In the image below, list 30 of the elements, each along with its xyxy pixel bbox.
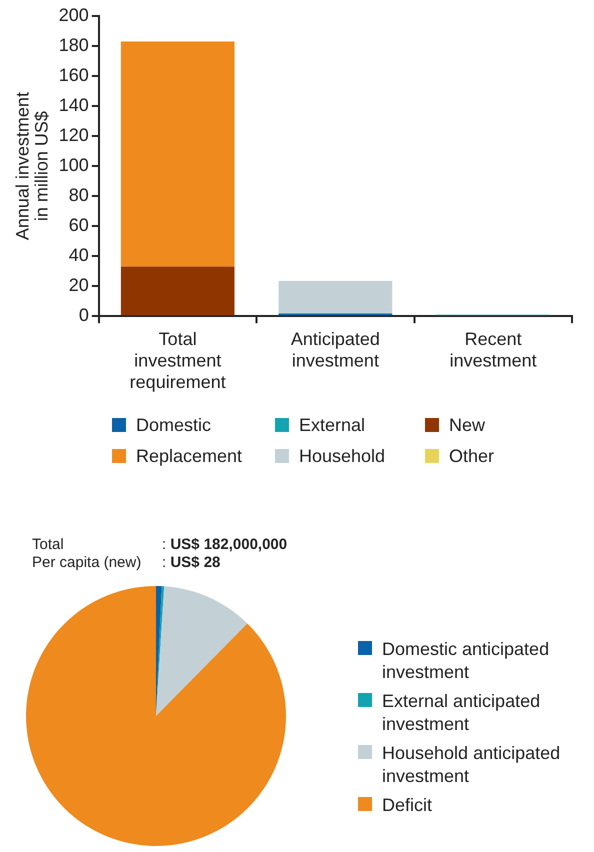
legend-label: Domestic anticipated investment xyxy=(382,638,550,684)
legend-label: Deficit xyxy=(382,794,432,817)
y-tick-label: 140 xyxy=(58,95,89,116)
text: Per capita (new) : US$ 28 xyxy=(32,554,220,571)
y-tick-label: 80 xyxy=(68,185,89,206)
y-tick-label: 0 xyxy=(78,305,89,326)
text: Total : US$ 182,000,000 xyxy=(32,536,288,553)
y-tick-label: 200 xyxy=(58,4,89,25)
legend-label: Domestic xyxy=(136,415,212,436)
legend-label: Household xyxy=(299,446,386,467)
bar xyxy=(278,280,392,314)
legend-label: Other xyxy=(449,446,494,467)
bar xyxy=(120,42,234,267)
y-axis-title: Annual investment in million US$ xyxy=(12,92,52,240)
legend-label: External anticipated investment xyxy=(382,690,542,736)
bar xyxy=(120,266,234,316)
y-tick-label: 20 xyxy=(68,275,89,296)
y-tick-label: 120 xyxy=(58,125,89,146)
legend-label: New xyxy=(449,415,486,436)
y-tick-label: 40 xyxy=(68,245,89,266)
legend-label: Replacement xyxy=(136,446,242,467)
y-tick-label: 60 xyxy=(68,215,89,236)
y-tick-label: 180 xyxy=(58,34,89,55)
y-tick-label: 100 xyxy=(58,155,89,176)
y-tick-label: 160 xyxy=(58,65,89,86)
x-tick-label: Anticipated investment xyxy=(290,328,380,371)
x-tick-label: Total investment requirement xyxy=(130,328,226,392)
x-tick-label: Recent investment xyxy=(450,328,537,371)
legend-label: External xyxy=(299,415,366,436)
legend-label: Household anticipated investment xyxy=(382,742,562,788)
